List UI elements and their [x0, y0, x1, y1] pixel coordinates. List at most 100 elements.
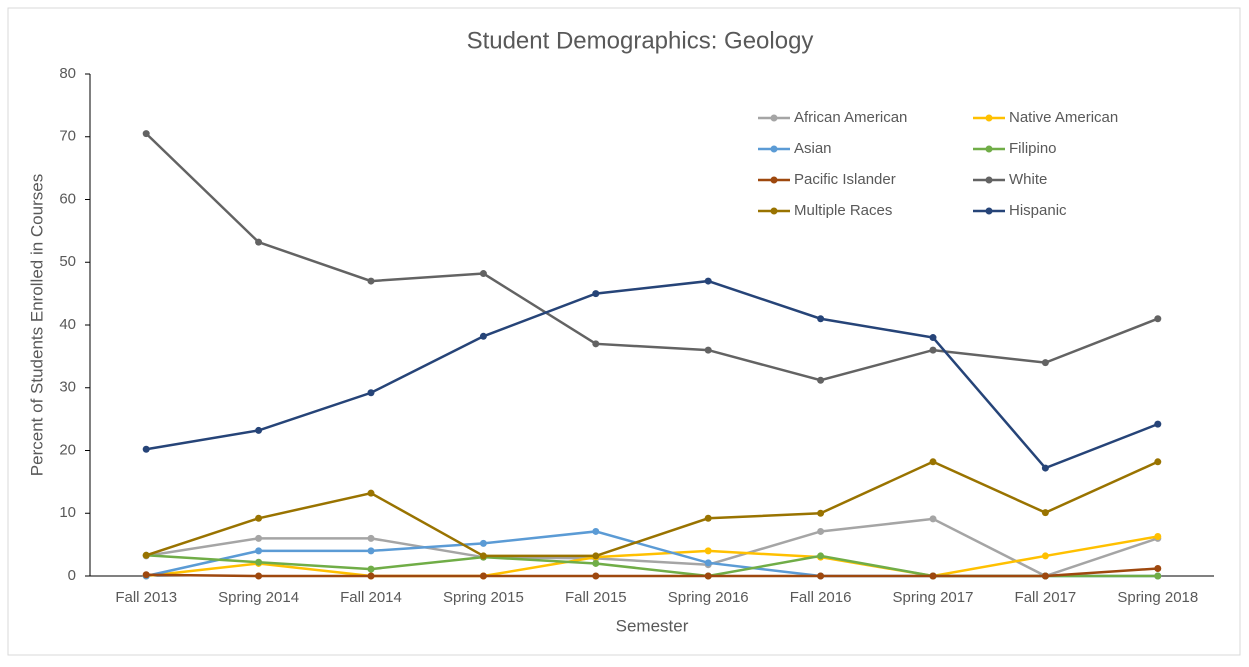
series-line [146, 567, 1158, 578]
x-axis-title: Semester [616, 616, 689, 635]
data-point [367, 389, 375, 397]
data-point [142, 571, 150, 579]
data-point [929, 572, 937, 580]
y-tick-label: 40 [59, 316, 76, 333]
data-point [704, 346, 712, 354]
data-point [479, 552, 487, 560]
data-point [255, 547, 263, 555]
data-point [1154, 315, 1162, 323]
legend-marker [985, 145, 993, 153]
data-point [817, 527, 825, 535]
y-tick-label: 50 [59, 253, 76, 270]
x-tick-label: Spring 2018 [1117, 589, 1198, 606]
legend-marker [770, 176, 778, 184]
legend-label: White [1009, 171, 1047, 188]
x-tick-label: Spring 2017 [893, 589, 974, 606]
data-point [929, 334, 937, 342]
data-point [704, 277, 712, 285]
legend-marker [985, 176, 993, 184]
x-tick-label: Spring 2014 [218, 589, 299, 606]
legend-label: Pacific Islander [794, 171, 896, 188]
series-line [145, 460, 1159, 558]
data-point [704, 547, 712, 555]
data-point [592, 572, 600, 580]
y-tick-label: 0 [68, 567, 76, 584]
x-tick-label: Fall 2016 [790, 589, 852, 606]
legend-marker [770, 145, 778, 153]
data-point [592, 340, 600, 348]
data-point [704, 514, 712, 522]
x-tick-label: Fall 2014 [340, 589, 402, 606]
data-point [929, 346, 937, 354]
y-tick-label: 80 [59, 65, 76, 82]
legend-label: Native American [1009, 109, 1118, 126]
data-point [817, 376, 825, 384]
data-point [367, 547, 375, 555]
legend-marker [985, 114, 993, 122]
data-point [817, 552, 825, 560]
data-point [367, 572, 375, 580]
y-tick-label: 30 [59, 379, 76, 396]
data-point [142, 445, 150, 453]
data-point [142, 551, 150, 559]
data-point [367, 565, 375, 573]
data-point [592, 527, 600, 535]
data-point [367, 534, 375, 542]
data-point [1041, 509, 1049, 517]
data-point [255, 426, 263, 434]
legend-marker [985, 207, 993, 215]
y-tick-label: 20 [59, 441, 76, 458]
data-point [255, 238, 263, 246]
y-tick-label: 60 [59, 190, 76, 207]
data-point [142, 130, 150, 138]
data-point [1154, 420, 1162, 428]
data-point [479, 572, 487, 580]
y-axis-title: Percent of Students Enrolled in Courses [27, 174, 46, 476]
data-point [1041, 552, 1049, 560]
data-point [255, 572, 263, 580]
legend-marker [770, 207, 778, 215]
data-point [817, 509, 825, 517]
legend-marker [770, 114, 778, 122]
data-point [592, 552, 600, 560]
data-point [255, 558, 263, 566]
legend-label: Hispanic [1009, 202, 1067, 219]
data-point [817, 315, 825, 323]
series-line [145, 132, 1159, 382]
series-line [146, 517, 1159, 578]
data-point [1154, 458, 1162, 466]
x-tick-label: Fall 2013 [115, 589, 177, 606]
data-point [929, 515, 937, 523]
data-point [592, 559, 600, 567]
data-point [1041, 359, 1049, 367]
data-point [929, 458, 937, 466]
legend-label: African American [794, 109, 907, 126]
x-tick-label: Fall 2015 [565, 589, 627, 606]
chart-title: Student Demographics: Geology [467, 27, 814, 54]
legend-label: Multiple Races [794, 202, 892, 219]
legend-label: Filipino [1009, 140, 1057, 157]
data-point [479, 270, 487, 278]
data-point [1041, 464, 1049, 472]
x-tick-label: Fall 2017 [1015, 589, 1077, 606]
y-tick-label: 70 [59, 128, 76, 145]
data-point [1041, 572, 1049, 580]
data-point [1154, 532, 1162, 540]
data-point [1154, 564, 1162, 572]
data-point [817, 572, 825, 580]
x-tick-label: Spring 2015 [443, 589, 524, 606]
data-point [479, 332, 487, 340]
data-point [367, 489, 375, 497]
data-point [367, 277, 375, 285]
legend-label: Asian [794, 140, 832, 157]
data-point [479, 539, 487, 547]
data-point [704, 559, 712, 567]
data-point [592, 290, 600, 298]
data-point [1154, 572, 1162, 580]
data-point [255, 514, 263, 522]
x-tick-label: Spring 2016 [668, 589, 749, 606]
series-line [145, 279, 1159, 470]
data-point [255, 534, 263, 542]
y-tick-label: 10 [59, 504, 76, 521]
